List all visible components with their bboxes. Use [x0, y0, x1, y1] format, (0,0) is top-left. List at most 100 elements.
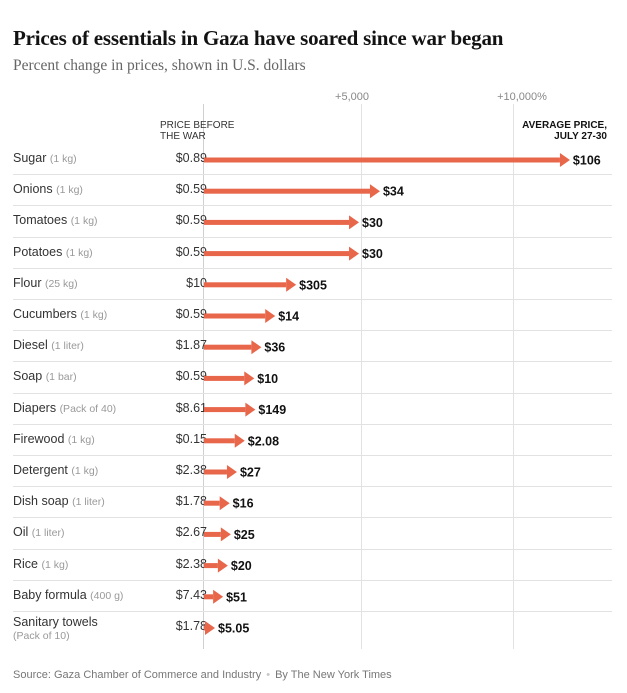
bar-arrow: [204, 527, 231, 542]
separator-dot: •: [266, 669, 271, 681]
price-before: $0.59: [175, 213, 207, 228]
item-name: Sanitary towels (Pack of 10): [13, 616, 98, 643]
bar-arrow: [204, 558, 228, 573]
chart-row: Tomatoes (1 kg) $0.59: [13, 205, 612, 238]
item-unit: (1 kg): [71, 465, 99, 477]
bar-shaft: [204, 500, 220, 506]
price-before: $10: [186, 275, 207, 290]
bar-shaft: [204, 531, 221, 537]
item-unit: (1 kg): [67, 433, 95, 446]
item-label: Dish soap: [13, 494, 69, 509]
price-before: $8.61: [175, 400, 207, 415]
price-before-header: Price before the war: [160, 120, 234, 142]
item-name: Potatoes (1 kg): [13, 245, 93, 259]
item-name: Cucumbers (1 kg): [13, 307, 107, 321]
price-after-label: $27: [240, 466, 261, 480]
chart-row: Cucumbers (1 kg) $0.59: [13, 299, 612, 332]
price-before: $1.87: [175, 338, 207, 353]
item-name: Diapers (Pack of 40): [13, 401, 116, 415]
item-unit: (1 liter): [31, 527, 65, 540]
arrow-head: [220, 527, 231, 542]
bar-shaft: [204, 407, 246, 413]
item-name: Detergent (1 kg): [13, 463, 98, 477]
chart-row: Oil (1 liter) $2.67: [13, 517, 612, 550]
average-price-header-line: July 27-30: [554, 131, 607, 142]
chart-row: Diapers (Pack of 40) $8.61: [13, 393, 612, 425]
price-before: $0.59: [175, 182, 207, 197]
item-label: Tomatoes: [13, 213, 68, 228]
price-after-label: $30: [362, 247, 383, 261]
bar-shaft: [204, 251, 350, 257]
bar-arrow: [204, 246, 360, 261]
item-name: Rice (1 kg): [13, 557, 68, 571]
item-unit: (1 kg): [41, 558, 69, 571]
item-label: Potatoes: [13, 244, 63, 259]
price-after-label: $25: [234, 528, 255, 542]
arrow-head: [349, 246, 360, 261]
item-unit: (Pack of 10): [13, 630, 70, 642]
item-name: Baby formula (400 g): [13, 588, 123, 602]
chart-row: Potatoes (1 kg) $0.59: [13, 237, 612, 269]
price-after-label: $51: [226, 590, 247, 604]
item-label: Cucumbers: [13, 307, 77, 321]
chart-row: Diesel (1 liter) $1.87: [13, 330, 612, 363]
price-after-label: $16: [233, 497, 254, 511]
arrow-head: [219, 496, 230, 511]
arrow-head: [559, 153, 570, 167]
item-name: Diesel (1 liter): [13, 338, 84, 352]
price-after-label: $106: [573, 154, 601, 168]
average-price-header-line: Average price,: [522, 120, 607, 131]
chart-row: Sanitary towels (Pack of 10) $1.78: [13, 611, 612, 643]
price-before: $0.59: [175, 369, 207, 384]
gridline: [361, 104, 362, 649]
item-unit: (400 g): [90, 589, 124, 602]
bar-arrow: [204, 433, 245, 448]
chart-title: Prices of essentials in Gaza have soared…: [13, 26, 504, 50]
bar-arrow: [204, 340, 262, 355]
item-label: Soap: [13, 369, 43, 384]
price-after-label: $14: [278, 310, 299, 324]
bar-arrow: [204, 309, 276, 323]
price-after-label: $149: [258, 403, 286, 417]
bar-arrow: [204, 371, 255, 386]
bar-shaft: [204, 438, 235, 444]
price-after-label: $5.05: [218, 622, 249, 636]
bar-arrow: [204, 153, 570, 167]
bar-arrow: [204, 184, 380, 199]
average-price-header: Average price, July 27-30: [522, 120, 607, 142]
item-unit: (1 kg): [80, 309, 108, 321]
arrow-head: [349, 215, 360, 230]
arrow-head: [369, 184, 380, 199]
x-tick-label: +5,000: [335, 91, 369, 103]
item-label: Onions: [13, 182, 53, 197]
item-label: Baby formula: [13, 587, 87, 602]
arrow-head: [251, 340, 262, 355]
price-before: $0.15: [175, 431, 207, 446]
price-after-label: $10: [257, 372, 278, 386]
bar-shaft: [204, 375, 245, 381]
source-line: Source: Gaza Chamber of Commerce and Ind…: [13, 669, 392, 681]
item-unit: (1 bar): [45, 371, 77, 384]
item-label: Diapers: [13, 400, 57, 415]
item-label: Rice: [13, 556, 39, 571]
item-label: Firewood: [13, 431, 65, 446]
item-name: Onions (1 kg): [13, 182, 83, 196]
price-before-header-line: the war: [160, 131, 206, 142]
item-unit: (25 kg): [44, 277, 78, 290]
arrow-head: [205, 621, 215, 635]
arrow-head: [244, 371, 255, 386]
bar-arrow: [204, 215, 360, 230]
item-unit: (1 kg): [65, 246, 93, 259]
bar-shaft: [204, 313, 266, 319]
item-unit: (1 kg): [49, 153, 77, 165]
zero-line: [203, 104, 204, 649]
gridline: [513, 104, 514, 649]
item-unit: (1 liter): [72, 496, 105, 509]
bar-shaft: [204, 594, 214, 600]
item-label: Detergent: [13, 463, 68, 477]
chart-row: Sugar (1 kg) $0.89: [13, 143, 612, 176]
bar-arrow: [204, 621, 215, 635]
bar-arrow: [204, 589, 224, 604]
item-label: Flour: [13, 275, 42, 290]
bar-arrow: [204, 465, 237, 479]
